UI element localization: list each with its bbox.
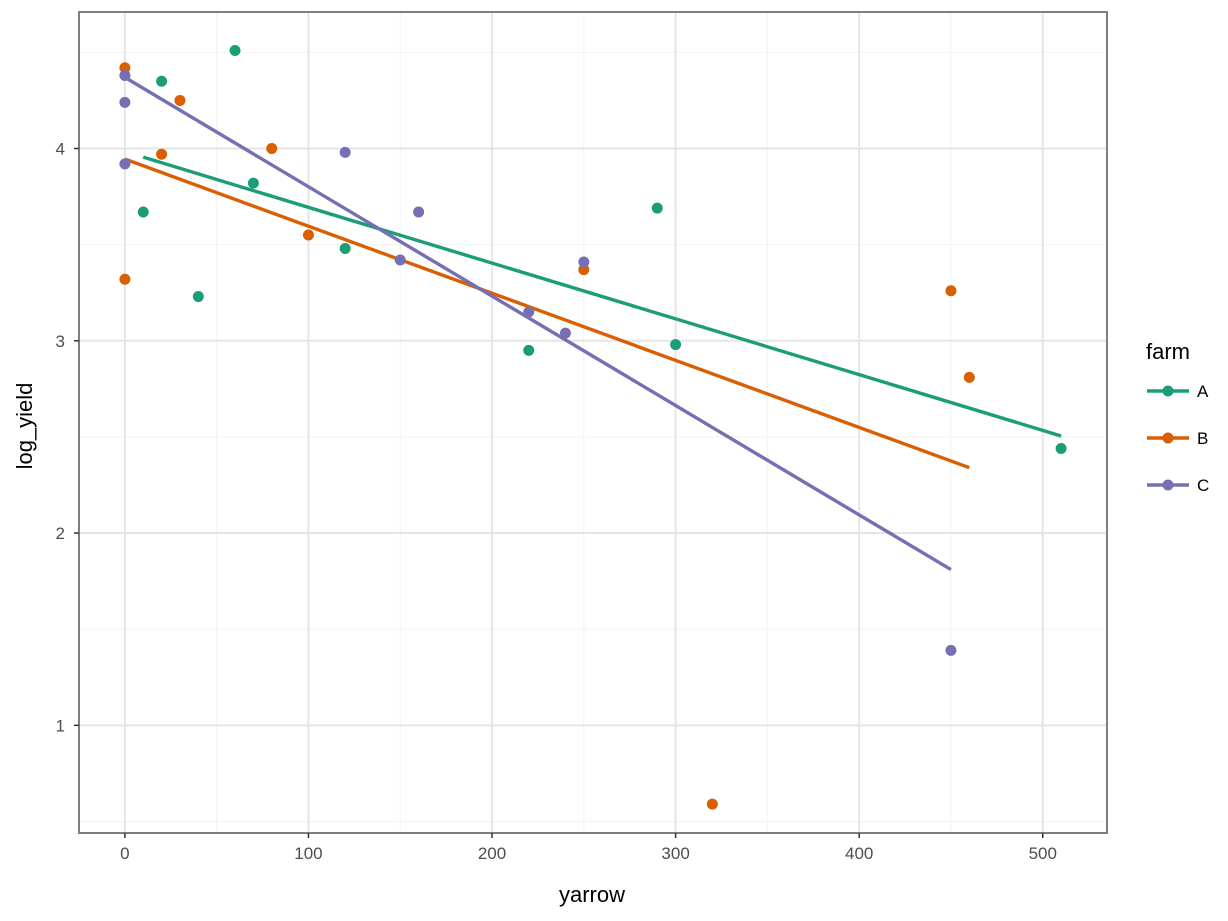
data-point-C bbox=[559, 327, 571, 339]
legend-label: A bbox=[1197, 382, 1209, 401]
fit-line-A bbox=[142, 155, 1062, 438]
data-point-B bbox=[706, 798, 718, 810]
plot-panel bbox=[79, 12, 1107, 833]
axis-ticks bbox=[74, 147, 1044, 838]
data-point-A bbox=[651, 202, 663, 214]
data-point-A bbox=[229, 44, 241, 56]
y-tick-label: 1 bbox=[56, 716, 65, 735]
data-point-B bbox=[174, 94, 186, 106]
data-point-C bbox=[119, 158, 131, 170]
y-tick-label: 2 bbox=[56, 524, 65, 543]
data-point-C bbox=[523, 306, 535, 318]
data-point-B bbox=[302, 229, 314, 241]
data-point-A bbox=[1055, 442, 1067, 454]
y-tick-labels: 1 2 3 4 bbox=[56, 140, 65, 736]
data-point-B bbox=[266, 143, 278, 155]
legend-items: A B C bbox=[1147, 382, 1209, 495]
data-point-A bbox=[156, 75, 168, 87]
data-point-A bbox=[339, 242, 351, 254]
x-tick-label: 400 bbox=[845, 844, 873, 863]
data-point-A bbox=[670, 339, 682, 351]
x-tick-label: 300 bbox=[661, 844, 689, 863]
legend-key-point bbox=[1162, 385, 1174, 397]
panel-background bbox=[79, 12, 1107, 833]
x-axis-title: yarrow bbox=[559, 882, 625, 907]
data-point-C bbox=[945, 644, 957, 656]
legend-item-A: A bbox=[1147, 382, 1209, 401]
y-tick-label: 4 bbox=[56, 140, 65, 159]
data-point-B bbox=[578, 264, 590, 276]
y-tick-label: 3 bbox=[56, 332, 65, 351]
fit-line-B bbox=[124, 157, 970, 470]
fit-lines bbox=[124, 75, 1062, 572]
x-tick-label: 100 bbox=[294, 844, 322, 863]
legend-item-B: B bbox=[1147, 429, 1208, 448]
legend: farm A B C bbox=[1146, 339, 1209, 495]
legend-label: B bbox=[1197, 429, 1208, 448]
data-point-A bbox=[247, 177, 259, 189]
data-point-C bbox=[413, 206, 425, 218]
fit-line-C bbox=[124, 75, 952, 572]
legend-label: C bbox=[1197, 476, 1209, 495]
x-tick-label: 0 bbox=[120, 844, 129, 863]
legend-item-C: C bbox=[1147, 476, 1209, 495]
data-point-B bbox=[119, 62, 131, 74]
legend-key-point bbox=[1162, 479, 1174, 491]
data-point-B bbox=[945, 285, 957, 297]
data-point-C bbox=[119, 96, 131, 108]
data-point-B bbox=[156, 148, 168, 160]
data-point-C bbox=[394, 254, 406, 266]
data-point-A bbox=[192, 291, 204, 303]
plot-border bbox=[78, 11, 1108, 834]
data-points bbox=[119, 44, 1067, 810]
data-point-B bbox=[119, 273, 131, 285]
major-gridlines bbox=[79, 12, 1107, 833]
x-tick-labels: 0 100 200 300 400 500 bbox=[120, 844, 1057, 863]
data-point-A bbox=[137, 206, 149, 218]
data-point-A bbox=[523, 344, 535, 356]
y-axis-title: log_yield bbox=[12, 383, 37, 470]
data-point-B bbox=[963, 371, 975, 383]
legend-key-point bbox=[1162, 432, 1174, 444]
data-point-C bbox=[578, 256, 590, 268]
data-point-C bbox=[339, 146, 351, 158]
data-point-C bbox=[119, 69, 131, 81]
x-tick-label: 200 bbox=[478, 844, 506, 863]
x-tick-label: 500 bbox=[1029, 844, 1057, 863]
legend-title: farm bbox=[1146, 339, 1190, 364]
